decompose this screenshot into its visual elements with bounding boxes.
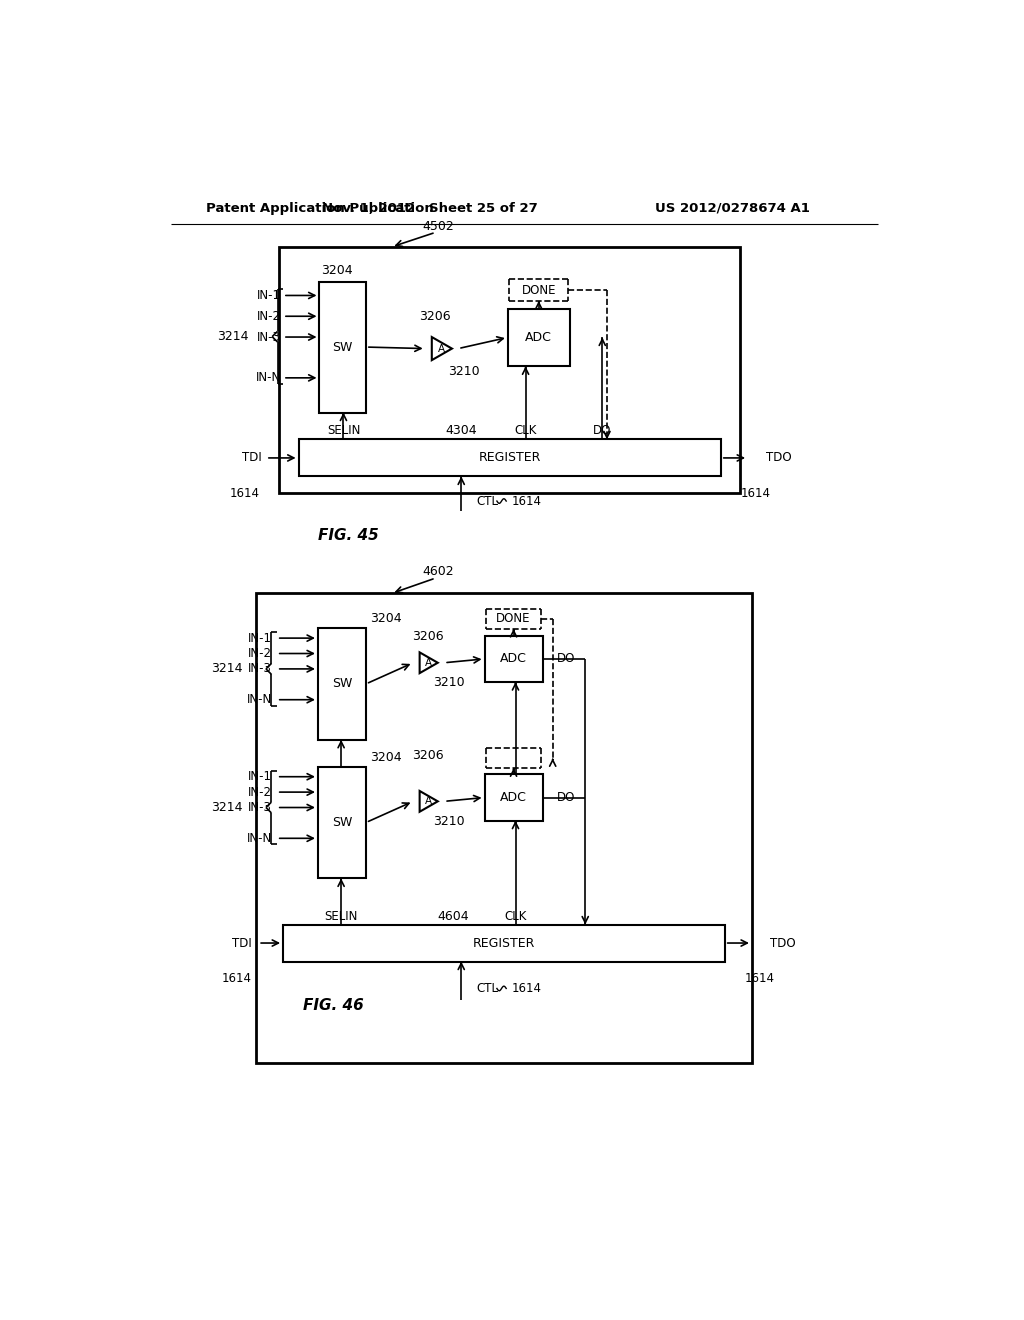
Text: FIG. 45: FIG. 45 — [318, 528, 379, 544]
Text: SW: SW — [332, 816, 352, 829]
Text: IN-3: IN-3 — [248, 663, 272, 676]
Text: IN-3: IN-3 — [257, 330, 281, 343]
Text: 3204: 3204 — [321, 264, 352, 277]
Text: IN-2: IN-2 — [248, 647, 272, 660]
Text: SELIN: SELIN — [325, 909, 357, 923]
Text: FIG. 46: FIG. 46 — [303, 998, 364, 1012]
Text: DO: DO — [557, 791, 574, 804]
Text: 3206: 3206 — [419, 310, 451, 323]
Text: 4502: 4502 — [422, 219, 454, 232]
Text: 1614: 1614 — [744, 972, 774, 985]
Text: IN-1: IN-1 — [257, 289, 281, 302]
Text: CTL: CTL — [477, 495, 499, 508]
Text: 3214: 3214 — [211, 801, 243, 814]
Text: TDO: TDO — [770, 936, 796, 949]
Text: 3210: 3210 — [433, 814, 465, 828]
Text: TDO: TDO — [766, 451, 792, 465]
Text: DONE: DONE — [497, 612, 530, 626]
Text: CLK: CLK — [504, 909, 526, 923]
Text: ADC: ADC — [500, 791, 527, 804]
Text: IN-N: IN-N — [255, 371, 281, 384]
Text: 1614: 1614 — [740, 487, 771, 500]
Text: 4602: 4602 — [422, 565, 454, 578]
Text: 4604: 4604 — [437, 909, 469, 923]
Bar — [317, 767, 366, 878]
Text: TDI: TDI — [232, 936, 252, 949]
Text: CLK: CLK — [514, 425, 537, 437]
Text: DO: DO — [557, 652, 574, 665]
Text: 1614: 1614 — [229, 487, 259, 500]
Text: A: A — [424, 657, 431, 668]
Text: IN-1: IN-1 — [248, 631, 272, 644]
Text: A: A — [424, 796, 431, 807]
Text: TDI: TDI — [242, 451, 261, 465]
Text: IN-2: IN-2 — [257, 310, 281, 323]
Text: SW: SW — [332, 677, 352, 690]
Text: DO: DO — [593, 425, 611, 437]
Bar — [484, 636, 543, 682]
Text: 3204: 3204 — [370, 751, 401, 764]
Text: REGISTER: REGISTER — [473, 936, 536, 949]
Text: 3210: 3210 — [433, 676, 465, 689]
Bar — [317, 628, 366, 739]
Text: A: A — [437, 343, 444, 354]
Text: REGISTER: REGISTER — [478, 451, 541, 465]
Text: 3206: 3206 — [412, 748, 443, 762]
Bar — [280, 247, 740, 494]
Text: DONE: DONE — [521, 284, 556, 297]
Text: IN-1: IN-1 — [248, 770, 272, 783]
Text: 3214: 3214 — [211, 663, 243, 676]
Bar — [299, 440, 721, 477]
Text: 4304: 4304 — [445, 425, 477, 437]
Text: ADC: ADC — [525, 331, 552, 345]
Text: CTL: CTL — [477, 982, 499, 995]
Text: 3214: 3214 — [217, 330, 248, 343]
Text: ADC: ADC — [500, 652, 527, 665]
Text: 3204: 3204 — [370, 612, 401, 626]
Text: 1614: 1614 — [221, 972, 252, 985]
Text: 1614: 1614 — [512, 982, 542, 995]
Bar — [484, 775, 543, 821]
Bar — [283, 924, 725, 961]
Text: IN-3: IN-3 — [248, 801, 272, 814]
Text: IN-N: IN-N — [247, 832, 272, 845]
Text: Nov. 1, 2012   Sheet 25 of 27: Nov. 1, 2012 Sheet 25 of 27 — [323, 202, 539, 215]
Text: IN-2: IN-2 — [248, 785, 272, 799]
Text: SELIN: SELIN — [327, 425, 360, 437]
Bar — [256, 594, 752, 1063]
Bar — [319, 281, 366, 413]
Text: Patent Application Publication: Patent Application Publication — [206, 202, 433, 215]
Text: US 2012/0278674 A1: US 2012/0278674 A1 — [655, 202, 810, 215]
Text: SW: SW — [333, 341, 353, 354]
Bar — [508, 309, 569, 367]
Text: IN-N: IN-N — [247, 693, 272, 706]
Text: 3206: 3206 — [412, 630, 443, 643]
Text: 1614: 1614 — [512, 495, 542, 508]
Text: 3210: 3210 — [449, 366, 479, 379]
